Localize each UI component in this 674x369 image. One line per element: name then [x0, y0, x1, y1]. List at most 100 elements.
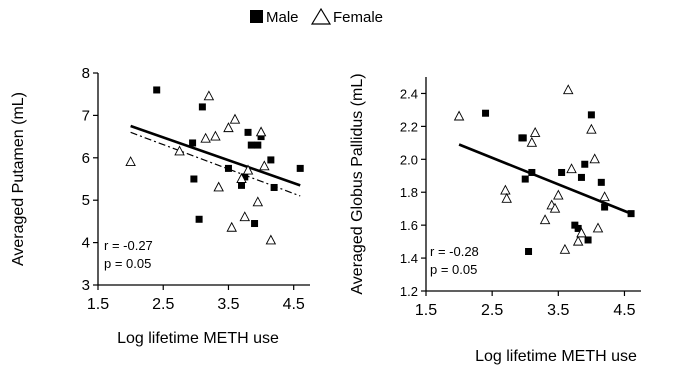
female-data-point — [549, 202, 561, 213]
y-tick-label: 6 — [82, 150, 90, 167]
x-axis-label: Log lifetime METH use — [117, 330, 279, 347]
male-data-point — [597, 178, 605, 186]
female-data-point — [453, 110, 465, 121]
male-data-point — [267, 156, 275, 164]
male-data-point — [601, 203, 609, 211]
female-data-point — [539, 214, 551, 225]
female-data-point — [529, 127, 541, 137]
male-data-point — [528, 168, 536, 176]
male-data-point — [627, 210, 635, 218]
female-data-point — [553, 189, 564, 200]
x-tick-label: 3.5 — [547, 302, 569, 319]
male-data-point — [519, 134, 527, 142]
male-data-point — [190, 175, 198, 183]
male-data-point — [244, 128, 252, 136]
female-data-point — [242, 164, 254, 175]
female-data-point — [203, 90, 215, 101]
putamen-chart: Averaged Putamen (mL) Log lifetime METH … — [10, 65, 310, 347]
female-data-point — [200, 132, 211, 143]
female-data-point — [125, 156, 136, 166]
male-data-point — [153, 86, 161, 94]
male-data-point — [574, 224, 582, 232]
y-tick-label: 1.4 — [400, 251, 418, 266]
y-axis-label: Averaged Globus Pallidus (mL) — [349, 73, 366, 294]
female-data-point — [210, 130, 221, 141]
y-tick-label: 2.0 — [400, 152, 418, 167]
female-data-point — [576, 227, 587, 238]
x-tick-label: 3.5 — [217, 296, 239, 313]
y-tick-label: 5 — [82, 192, 90, 209]
male-data-point — [254, 141, 262, 149]
male-data-point — [558, 168, 566, 176]
y-tick-label: 1.8 — [400, 185, 418, 200]
stat-r-annotation: r = -0.28 — [430, 244, 479, 259]
male-data-point — [587, 111, 595, 119]
female-data-point — [592, 222, 604, 233]
x-tick-label: 4.5 — [613, 302, 635, 319]
female-data-point — [226, 221, 237, 232]
male-data-point — [521, 175, 529, 183]
y-tick-label: 7 — [82, 107, 90, 124]
female-data-point — [589, 153, 600, 164]
male-data-point — [581, 160, 589, 168]
fit-line-solid — [130, 124, 301, 187]
female-data-point — [236, 173, 247, 183]
legend-male-label: Male — [266, 9, 299, 26]
male-data-point — [257, 133, 265, 141]
male-data-point — [584, 236, 592, 244]
y-tick-label: 8 — [82, 65, 90, 82]
female-data-point — [265, 234, 277, 245]
male-data-point — [247, 141, 255, 149]
female-data-point — [586, 123, 597, 134]
male-data-point — [270, 183, 278, 191]
female-data-point — [229, 113, 241, 124]
male-data-point — [251, 220, 259, 228]
y-tick-label: 3 — [82, 277, 90, 294]
x-tick-label: 2.5 — [481, 302, 503, 319]
x-tick-label: 1.5 — [87, 296, 109, 313]
female-data-point — [174, 145, 185, 156]
y-tick-label: 1.6 — [400, 218, 418, 233]
legend: Male Female — [250, 7, 383, 26]
y-axis-label: Averaged Putamen (mL) — [10, 92, 27, 266]
x-tick-label: 1.5 — [415, 302, 437, 319]
y-tick-label: 1.2 — [400, 284, 418, 299]
male-data-point — [238, 181, 246, 189]
legend-male-marker — [250, 10, 263, 23]
male-data-point — [525, 247, 533, 255]
male-data-point — [198, 103, 206, 111]
female-data-point — [252, 196, 264, 207]
female-data-point — [559, 243, 571, 254]
x-tick-label: 4.5 — [283, 296, 305, 313]
x-axis-label: Log lifetime METH use — [475, 348, 637, 365]
globus-pallidus-chart: Averaged Globus Pallidus (mL) Log lifeti… — [349, 73, 641, 365]
stat-p-annotation: p = 0.05 — [430, 262, 477, 277]
y-tick-label: 2.4 — [400, 86, 418, 101]
stat-p-annotation: p = 0.05 — [104, 256, 151, 271]
female-data-point — [259, 160, 270, 171]
female-data-point — [572, 235, 584, 246]
female-data-point — [501, 192, 512, 203]
male-data-point — [195, 215, 203, 223]
female-data-point — [599, 191, 610, 202]
fit-line-solid — [458, 143, 632, 215]
y-tick-label: 4 — [82, 235, 90, 252]
female-data-point — [213, 181, 224, 192]
stat-r-annotation: r = -0.27 — [104, 238, 153, 253]
x-tick-label: 2.5 — [152, 296, 174, 313]
female-data-point — [566, 163, 577, 174]
male-data-point — [189, 139, 197, 147]
male-data-point — [577, 173, 585, 181]
female-data-point — [562, 84, 574, 95]
legend-female-marker — [310, 7, 332, 25]
female-data-point — [239, 211, 251, 222]
female-data-point — [500, 184, 511, 195]
male-data-point — [224, 164, 232, 172]
male-data-point — [296, 164, 304, 172]
female-data-point — [526, 136, 538, 147]
female-data-point — [255, 126, 267, 137]
legend-female-label: Female — [333, 9, 383, 26]
male-data-point — [241, 173, 249, 181]
y-tick-label: 2.2 — [400, 119, 418, 134]
